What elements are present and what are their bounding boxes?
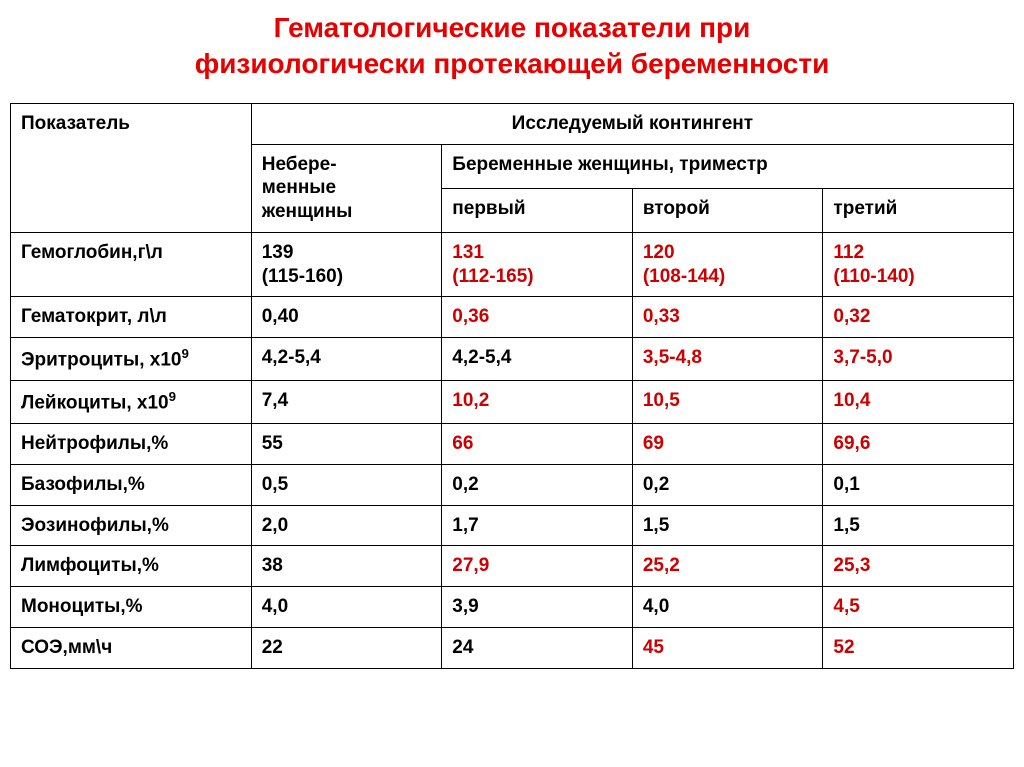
data-cell: 112(110-140) (823, 232, 1014, 297)
data-cell: 0,5 (251, 464, 442, 505)
col-second: второй (632, 188, 823, 232)
col-indicator: Показатель (11, 103, 252, 232)
row-label: СОЭ,мм\ч (11, 627, 252, 668)
row-label: Гематокрит, л\л (11, 297, 252, 338)
data-cell: 3,9 (442, 587, 633, 628)
hematology-table: Показатель Исследуемый контингент Небере… (10, 103, 1014, 669)
table-row: Лейкоциты, х1097,410,210,510,4 (11, 381, 1014, 424)
data-cell: 38 (251, 546, 442, 587)
data-cell: 10,4 (823, 381, 1014, 424)
data-cell: 69 (632, 424, 823, 465)
data-cell: 27,9 (442, 546, 633, 587)
data-cell: 10,2 (442, 381, 633, 424)
row-label: Нейтрофилы,% (11, 424, 252, 465)
data-cell: 3,7-5,0 (823, 338, 1014, 381)
data-cell: 0,2 (442, 464, 633, 505)
row-label: Гемоглобин,г\л (11, 232, 252, 297)
table-row: Лимфоциты,%3827,925,225,3 (11, 546, 1014, 587)
row-label: Эозинофилы,% (11, 505, 252, 546)
col-pregnant: Беременные женщины, триместр (442, 144, 1014, 188)
row-label: Лейкоциты, х109 (11, 381, 252, 424)
data-cell: 0,33 (632, 297, 823, 338)
data-cell: 0,40 (251, 297, 442, 338)
data-cell: 139(115-160) (251, 232, 442, 297)
data-cell: 4,5 (823, 587, 1014, 628)
data-cell: 4,2-5,4 (251, 338, 442, 381)
table-row: Моноциты,%4,03,94,04,5 (11, 587, 1014, 628)
row-label: Базофилы,% (11, 464, 252, 505)
table-row: СОЭ,мм\ч22244552 (11, 627, 1014, 668)
row-label: Моноциты,% (11, 587, 252, 628)
data-cell: 52 (823, 627, 1014, 668)
header-row-1: Показатель Исследуемый контингент (11, 103, 1014, 144)
data-cell: 66 (442, 424, 633, 465)
col-third: третий (823, 188, 1014, 232)
row-label: Лимфоциты,% (11, 546, 252, 587)
table-row: Эозинофилы,%2,01,71,51,5 (11, 505, 1014, 546)
data-cell: 131(112-165) (442, 232, 633, 297)
data-cell: 10,5 (632, 381, 823, 424)
data-cell: 55 (251, 424, 442, 465)
data-cell: 120(108-144) (632, 232, 823, 297)
data-cell: 0,36 (442, 297, 633, 338)
data-cell: 22 (251, 627, 442, 668)
col-first: первый (442, 188, 633, 232)
table-row: Нейтрофилы,%55666969,6 (11, 424, 1014, 465)
table-row: Эритроциты, х1094,2-5,44,2-5,43,5-4,83,7… (11, 338, 1014, 381)
title-line2: физиологически протекающей беременности (195, 48, 830, 79)
data-cell: 0,2 (632, 464, 823, 505)
table-row: Гематокрит, л\л0,400,360,330,32 (11, 297, 1014, 338)
data-cell: 45 (632, 627, 823, 668)
data-cell: 25,2 (632, 546, 823, 587)
data-cell: 25,3 (823, 546, 1014, 587)
data-cell: 4,0 (632, 587, 823, 628)
data-cell: 1,5 (632, 505, 823, 546)
data-cell: 2,0 (251, 505, 442, 546)
data-cell: 4,0 (251, 587, 442, 628)
data-cell: 1,5 (823, 505, 1014, 546)
col-nonpregnant: Небере- менные женщины (251, 144, 442, 232)
data-cell: 4,2-5,4 (442, 338, 633, 381)
table-row: Базофилы,%0,50,20,20,1 (11, 464, 1014, 505)
data-cell: 0,1 (823, 464, 1014, 505)
data-cell: 24 (442, 627, 633, 668)
data-cell: 1,7 (442, 505, 633, 546)
col-contingent: Исследуемый контингент (251, 103, 1013, 144)
data-cell: 0,32 (823, 297, 1014, 338)
data-cell: 3,5-4,8 (632, 338, 823, 381)
row-label: Эритроциты, х109 (11, 338, 252, 381)
table-row: Гемоглобин,г\л139(115-160)131(112-165)12… (11, 232, 1014, 297)
data-cell: 7,4 (251, 381, 442, 424)
data-cell: 69,6 (823, 424, 1014, 465)
page-title: Гематологические показатели при физиолог… (10, 10, 1014, 83)
title-line1: Гематологические показатели при (274, 12, 751, 43)
